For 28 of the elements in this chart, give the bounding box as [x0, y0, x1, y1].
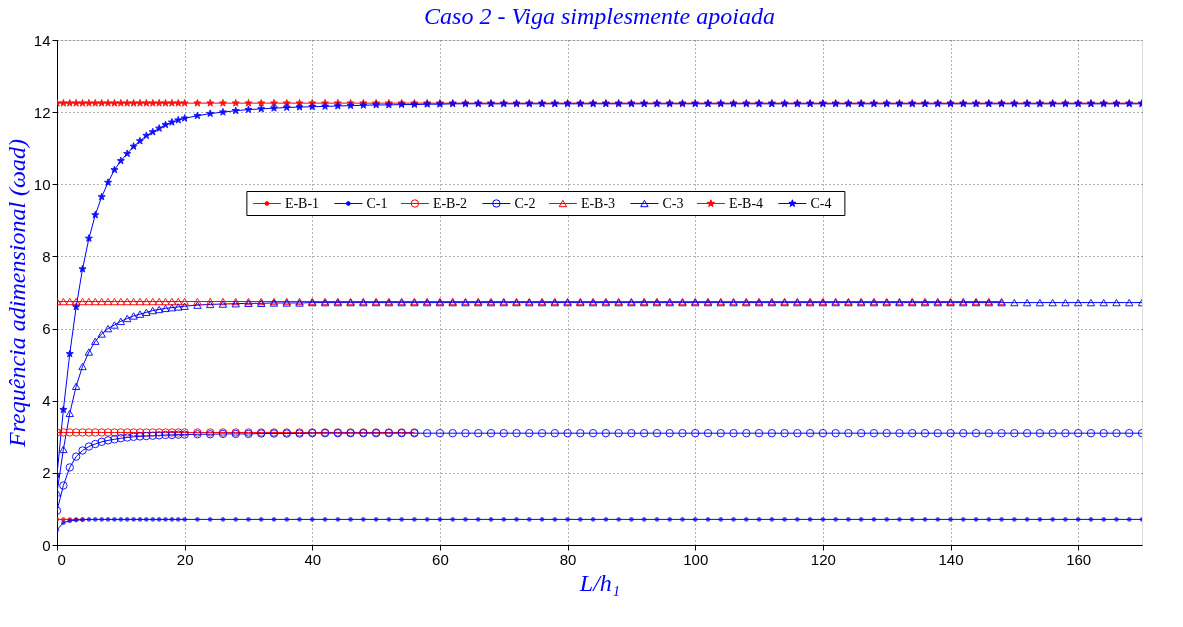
- x-tick-label: 60: [432, 550, 449, 568]
- x-tick-label: 100: [683, 550, 709, 568]
- y-tick-label: 4: [42, 392, 51, 410]
- x-tick-label: 140: [938, 550, 964, 568]
- legend-label: C-4: [810, 195, 832, 211]
- legend-label: C-3: [662, 195, 684, 211]
- y-axis-title: Frequência adimensional (ωad): [3, 139, 30, 448]
- y-tick-label: 0: [42, 536, 51, 554]
- x-tick-label: 0: [57, 550, 66, 568]
- y-tick-label: 6: [42, 320, 51, 338]
- y-tick-label: 8: [42, 247, 51, 265]
- x-tick-label: 80: [559, 550, 577, 568]
- legend-label: E-B-2: [432, 195, 468, 211]
- y-tick-label: 10: [33, 175, 51, 193]
- x-tick-label: 120: [810, 550, 836, 568]
- legend-label: C-1: [366, 195, 388, 211]
- x-tick-label: 20: [176, 550, 194, 568]
- x-tick-label: 160: [1066, 550, 1092, 568]
- y-tick-label: 14: [33, 31, 51, 49]
- x-tick-label: 40: [304, 550, 322, 568]
- chart-title: Caso 2 - Viga simplesmente apoiada: [424, 3, 775, 29]
- legend-label: C-2: [514, 195, 536, 211]
- x-axis-title: L/h₁: [578, 569, 621, 596]
- legend-label: E-B-1: [284, 195, 320, 211]
- legend-label: E-B-4: [728, 195, 764, 211]
- y-tick-label: 12: [33, 103, 51, 121]
- y-tick-label: 2: [42, 464, 51, 482]
- legend-label: E-B-3: [580, 195, 616, 211]
